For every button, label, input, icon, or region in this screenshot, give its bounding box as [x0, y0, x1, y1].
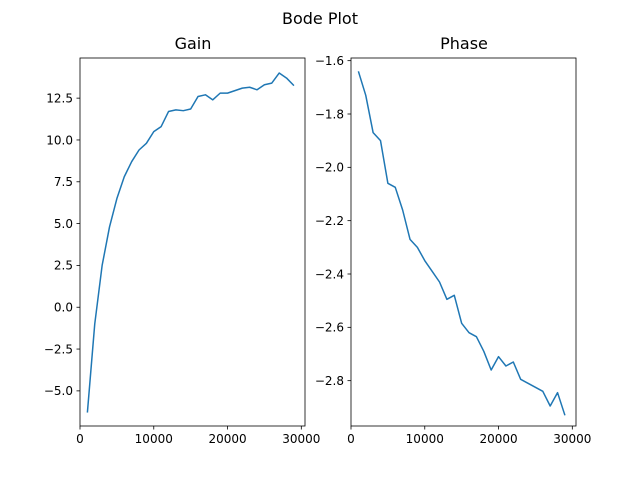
gain-y-tick-label: 2.5 [54, 259, 73, 273]
phase-y-tick-label: −1.6 [315, 54, 344, 68]
gain-y-tick-label: 10.0 [46, 133, 73, 147]
gain-series-line [86, 72, 295, 413]
phase-series-line [357, 71, 566, 416]
phase-title: Phase [440, 34, 488, 53]
phase-x-tick-label: 20000 [479, 432, 517, 446]
figure-suptitle: Bode Plot [282, 9, 358, 28]
phase-plot-area: 0 10000 20000 30000 −2.8 −2.6 −2.4 −2.2 −2.0 −1.8… [315, 54, 592, 446]
gain-title: Gain [175, 34, 212, 53]
phase-x-tick-label: 30000 [553, 432, 591, 446]
gain-x-tick-label: 20000 [208, 432, 246, 446]
phase-y-tick-label: −1.8 [315, 107, 344, 121]
gain-x-tick-label: 10000 [135, 432, 173, 446]
gain-y-tick-label: −5.0 [44, 384, 73, 398]
phase-x-tick-label: 10000 [406, 432, 444, 446]
gain-x-tick-label: 30000 [282, 432, 320, 446]
phase-x-tick-label: 0 [347, 432, 355, 446]
gain-plot-area: 0 10000 20000 30000 −5.0 −2.5 0.0 2.5 5.0 7.5 10.0… [44, 57, 320, 446]
gain-y-tick-label: 5.0 [54, 217, 73, 231]
gain-axes-frame [79, 57, 306, 427]
phase-axes-frame [350, 57, 577, 427]
phase-y-tick-label: −2.2 [315, 214, 344, 228]
phase-y-tick-label: −2.4 [315, 267, 344, 281]
phase-y-tick-label: −2.8 [315, 374, 344, 388]
phase-y-tick-label: −2.0 [315, 161, 344, 175]
gain-y-tick-label: 0.0 [54, 301, 73, 315]
gain-y-tick-label: 7.5 [54, 175, 73, 189]
phase-y-tick-label: −2.6 [315, 321, 344, 335]
gain-y-tick-label: −2.5 [44, 342, 73, 356]
gain-subplot: Gain 0 10000 20000 30000 −5.0 −2.5 0.0 2.5 5.0 7.… [44, 34, 321, 446]
phase-subplot: Phase 0 10000 20000 30000 −2.8 −2.6 −2.4 −2.2 −2… [315, 34, 592, 446]
gain-y-tick-label: 12.5 [46, 91, 73, 105]
gain-x-tick-label: 0 [76, 432, 84, 446]
